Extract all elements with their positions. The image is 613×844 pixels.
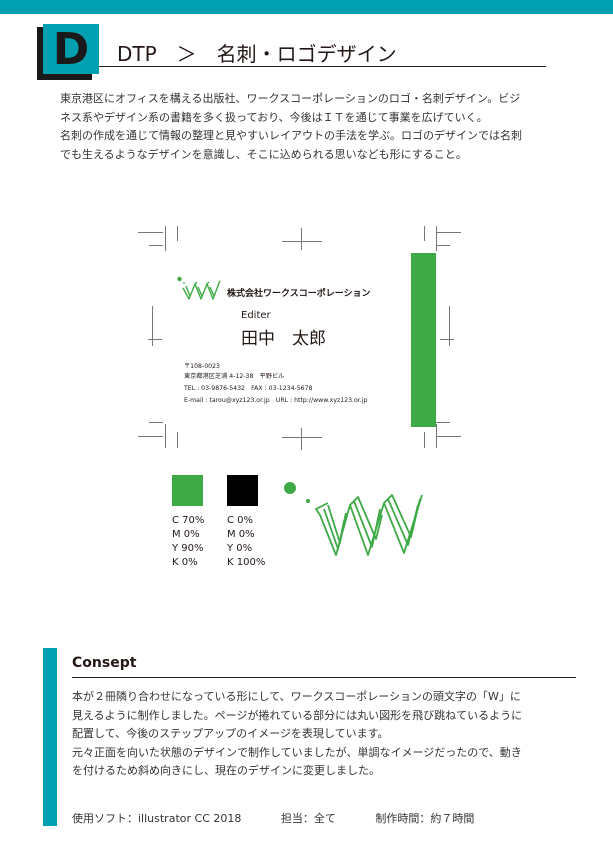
section-letter-block bbox=[43, 24, 99, 74]
title-underline bbox=[99, 66, 546, 67]
cmyk-value: Y 0% bbox=[227, 543, 253, 554]
concept-line: 本が２冊隣り合わせになっている形にして、ワークスコーポレーションの頭文字の「W」… bbox=[72, 690, 521, 703]
intro-line: 東京港区にオフィスを構える出版社、ワークスコーポレーションのロゴ・名刺デザイン。… bbox=[60, 92, 521, 105]
intro-line: ネス系やデザイン系の書籍を多く扱っており、今後はＩＴを通じて事業を広げていく。 bbox=[60, 110, 488, 124]
card-phone-fax: TEL : 03-9876-5432 FAX : 03-1234-5678 bbox=[184, 385, 313, 392]
green-color-swatch bbox=[172, 475, 203, 506]
cmyk-value: Y 90% bbox=[172, 543, 204, 554]
intro-paragraph: 東京港区にオフィスを構える出版社、ワークスコーポレーションのロゴ・名刺デザイン。… bbox=[60, 90, 565, 164]
concept-line: 元々正面を向いた状態のデザインで制作していましたが、単調なイメージだったので、動… bbox=[72, 745, 522, 759]
card-postal-code: 〒108-0023 bbox=[184, 363, 220, 370]
concept-accent-bar bbox=[43, 648, 57, 826]
cmyk-value: K 100% bbox=[227, 557, 266, 568]
cmyk-value: C 0% bbox=[227, 515, 254, 526]
page-title: DTP ＞ 名刺・ロゴデザイン bbox=[117, 42, 397, 66]
works-w-logo-icon bbox=[177, 276, 221, 300]
card-email-url: E-mail : tarou@xyz123.or.jp URL : http:/… bbox=[184, 397, 368, 404]
concept-paragraph: 本が２冊隣り合わせになっている形にして、ワークスコーポレーションの頭文字の「W」… bbox=[72, 688, 582, 781]
black-color-swatch bbox=[227, 475, 258, 506]
cmyk-value: C 70% bbox=[172, 515, 205, 526]
card-position: Editer bbox=[241, 310, 271, 321]
concept-line: を付けるため斜め向きにし、現在のデザインに変更しました。 bbox=[72, 764, 380, 777]
intro-line: 名刺の作成を通じて情報の整理と見やすいレイアウトの手法を学ぶ。ロゴのデザインでは… bbox=[60, 129, 522, 142]
top-accent-bar bbox=[0, 0, 613, 14]
cmyk-value: M 0% bbox=[172, 529, 200, 540]
card-green-band bbox=[411, 253, 436, 427]
footer-info: 使用ソフト：illustrator CC 2018 担当：全て 制作時間：約７時… bbox=[72, 810, 510, 826]
works-w-logo-large-icon bbox=[284, 482, 423, 556]
card-address: 東京都港区芝浦 4-12-38 平野ビル bbox=[184, 373, 285, 380]
concept-line: 配置して、今後のステップアップのイメージを表現しています。 bbox=[72, 727, 389, 740]
green-cmyk-values: C 70% M 0% Y 90% K 0% bbox=[172, 514, 204, 570]
concept-heading: Consept bbox=[72, 655, 137, 671]
concept-underline bbox=[72, 677, 576, 678]
concept-line: 見えるように制作しました。ページが捲れている部分には丸い図形を飛び跳ねているよう… bbox=[72, 708, 523, 722]
footer-role: 担当：全て bbox=[280, 812, 336, 825]
footer-time: 制作時間：約７時間 bbox=[375, 812, 475, 825]
section-letter: D bbox=[52, 24, 90, 75]
card-company-name: 株式会社ワークスコーポレーション bbox=[227, 289, 371, 299]
cmyk-value: K 0% bbox=[172, 557, 198, 568]
cmyk-value: M 0% bbox=[227, 529, 255, 540]
black-cmyk-values: C 0% M 0% Y 0% K 100% bbox=[227, 514, 265, 570]
footer-software: 使用ソフト：illustrator CC 2018 bbox=[72, 812, 242, 825]
card-person-name: 田中 太郎 bbox=[241, 329, 326, 349]
intro-line: でも生えるようなデザインを意識し、そこに込められる思いなども形にすること。 bbox=[60, 147, 467, 161]
